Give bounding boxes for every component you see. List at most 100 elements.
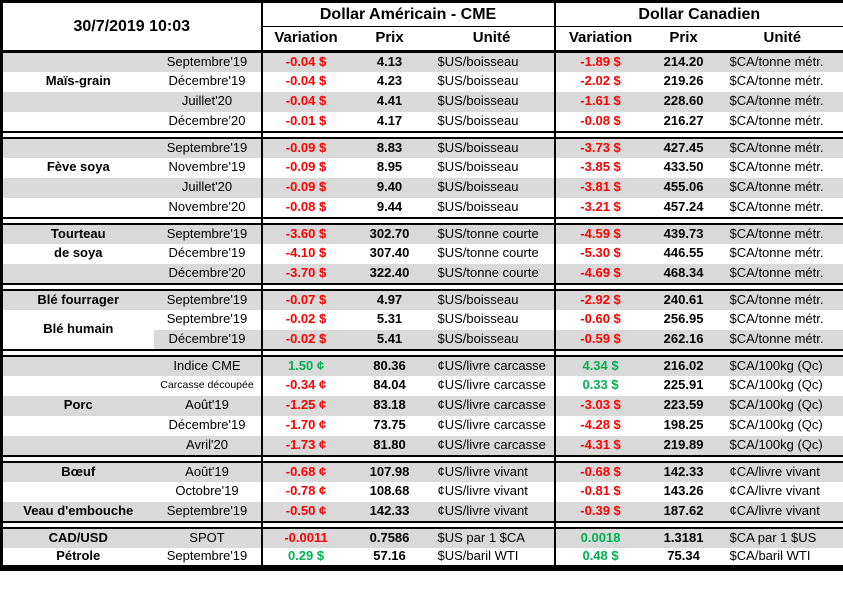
usd-price-cell: 4.41 <box>349 91 430 112</box>
section-divider <box>1 216 843 225</box>
usd-unit-cell: ¢US/livre carcasse <box>437 417 546 433</box>
usd-unit-cell: $US/tonne courte <box>429 223 555 244</box>
usd-unit-cell: ¢US/livre vivant <box>429 461 555 482</box>
category-cell <box>2 112 154 132</box>
contract-month-cell: Septembre'19 <box>166 311 248 327</box>
category-cell <box>2 482 154 502</box>
cad-price-column-header: Prix <box>645 26 722 53</box>
cad-variation-cell: -3.73 $ <box>553 137 646 158</box>
category-cell: Pétrole <box>56 547 101 563</box>
usd-price-cell: 9.44 <box>376 198 403 214</box>
cad-price-cell: 223.59 <box>645 395 722 416</box>
usd-unit-cell: $US/boisseau <box>429 289 555 310</box>
category-cell: Blé humain <box>1 309 154 350</box>
cad-price-cell: 75.34 <box>667 547 700 563</box>
category-cell <box>2 376 154 396</box>
cad-variation-cell: -0.39 $ <box>553 501 646 522</box>
usd-price-cell: 107.98 <box>349 461 430 482</box>
usd-unit-cell: ¢US/livre carcasse <box>429 355 555 376</box>
category-cell <box>2 198 154 218</box>
divider-cad <box>553 520 843 529</box>
cad-unit-column-header: Unité <box>721 26 843 53</box>
table-row: Avril'20 -1.73 ¢ 81.80 ¢US/livre carcasse -4… <box>1 435 843 456</box>
usd-unit-cell: $US/boisseau <box>429 177 555 198</box>
contract-month-cell: Décembre'19 <box>153 329 262 350</box>
section-feve-soya: Septembre'19 -0.09 $8.83 $US/boisseau -3.73… <box>1 137 843 218</box>
cad-unit-cell: $CA par 1 $US <box>721 527 843 548</box>
table-row: Pétrole Septembre'19 0.29 $ 57.16 $US/baril … <box>2 547 843 568</box>
cad-variation-cell: -0.59 $ <box>553 329 646 350</box>
category-cell: Veau d'embouche <box>1 501 154 522</box>
cad-variation-cell: -4.69 $ <box>553 263 646 284</box>
category-cell <box>1 263 154 284</box>
contract-month-cell: Juillet'20 <box>153 91 262 112</box>
cad-variation-cell: -2.92 $ <box>553 289 646 310</box>
category-cell <box>1 355 154 376</box>
contract-month-cell: Décembre'19 <box>168 417 246 433</box>
category-cell <box>1 51 154 72</box>
usd-unit-cell: $US/boisseau <box>429 51 555 72</box>
section-divider <box>1 130 843 139</box>
divider-row <box>1 454 843 463</box>
cad-price-cell: 427.45 <box>645 137 722 158</box>
usd-variation-cell: -0.04 $ <box>260 71 350 92</box>
divider-usd <box>260 348 555 357</box>
category-cell: Bœuf <box>1 461 154 482</box>
usd-variation-cell: -0.78 ¢ <box>260 481 350 502</box>
divider-cad <box>553 130 843 139</box>
table-row: CAD/USD SPOT -0.0011 0.7586 $US par 1 $CA 0.0… <box>1 527 843 548</box>
cad-unit-cell: $CA/tonne métr. <box>729 112 824 128</box>
usd-price-cell: 8.83 <box>349 137 430 158</box>
table-row: Indice CME 1.50 ¢ 80.36 ¢US/livre carcasse 4… <box>1 355 843 376</box>
contract-month-cell: Juillet'20 <box>153 177 262 198</box>
cad-unit-cell: $CA/tonne métr. <box>721 329 843 350</box>
usd-price-cell: 9.40 <box>349 177 430 198</box>
cad-price-cell: 216.27 <box>663 112 704 128</box>
usd-variation-cell: -0.09 $ <box>260 137 350 158</box>
cad-price-cell: 142.33 <box>645 461 722 482</box>
contract-month-cell: Septembre'19 <box>166 547 248 563</box>
usd-price-cell: 81.80 <box>349 435 430 456</box>
category-cell: de soya <box>54 245 103 261</box>
table-row: Juillet'20 -0.09 $9.40 $US/boisseau -3.81 $… <box>1 177 843 198</box>
usd-variation-cell: 0.29 $ <box>260 547 350 568</box>
cad-price-cell: 256.95 <box>663 311 704 327</box>
usd-unit-cell: $US/boisseau <box>429 329 555 350</box>
table-row: Décembre'20 -0.01 $ 4.17 $US/boisseau -0.08 … <box>2 111 843 132</box>
table-row: de soya Décembre'19 -4.10 $ 307.40 $US/tonne… <box>2 243 843 264</box>
divider-row <box>1 216 843 225</box>
usd-price-cell: 83.18 <box>349 395 430 416</box>
usd-price-cell: 5.31 <box>376 311 403 327</box>
category-cell <box>1 435 154 456</box>
section-divider <box>1 348 843 357</box>
cad-variation-cell: -0.08 $ <box>553 111 646 132</box>
cad-variation-cell: -3.85 $ <box>553 157 646 178</box>
usd-unit-cell: $US/boisseau <box>437 73 519 89</box>
cad-unit-cell: $CA/100kg (Qc) <box>721 355 843 376</box>
usd-price-cell: 4.23 <box>376 73 403 89</box>
usd-price-cell: 307.40 <box>369 245 410 261</box>
usd-unit-cell: ¢US/livre vivant <box>437 483 528 499</box>
cad-unit-cell: ¢CA/livre vivant <box>729 483 820 499</box>
cad-price-cell: 187.62 <box>645 501 722 522</box>
cad-price-cell: 446.55 <box>663 245 704 261</box>
cad-unit-cell: $CA/tonne métr. <box>721 263 843 284</box>
cad-unit-cell: $CA/tonne métr. <box>721 223 843 244</box>
category-cell: Tourteau <box>1 223 154 244</box>
cad-price-cell: 457.24 <box>663 198 704 214</box>
contract-month-cell: Septembre'19 <box>153 137 262 158</box>
usd-price-column-header: Prix <box>349 26 430 53</box>
usd-unit-cell: $US/boisseau <box>429 91 555 112</box>
cad-variation-cell: -4.28 $ <box>553 415 646 436</box>
usd-price-cell: 80.36 <box>349 355 430 376</box>
usd-price-cell: 108.68 <box>369 483 410 499</box>
cad-unit-cell: ¢CA/livre vivant <box>721 461 843 482</box>
usd-variation-cell: 1.50 ¢ <box>260 355 350 376</box>
cad-unit-cell: $CA/tonne métr. <box>729 245 824 261</box>
table-row: Maïs-grain Décembre'19 -0.04 $ 4.23 $US/bois… <box>2 71 843 92</box>
divider-row <box>1 520 843 529</box>
usd-price-cell: 302.70 <box>349 223 430 244</box>
usd-unit-cell: $US par 1 $CA <box>429 527 555 548</box>
table-row: Tourteau Septembre'19 -3.60 $302.70 $US/ton… <box>1 223 843 244</box>
cad-unit-cell: $CA/baril WTI <box>729 547 811 563</box>
